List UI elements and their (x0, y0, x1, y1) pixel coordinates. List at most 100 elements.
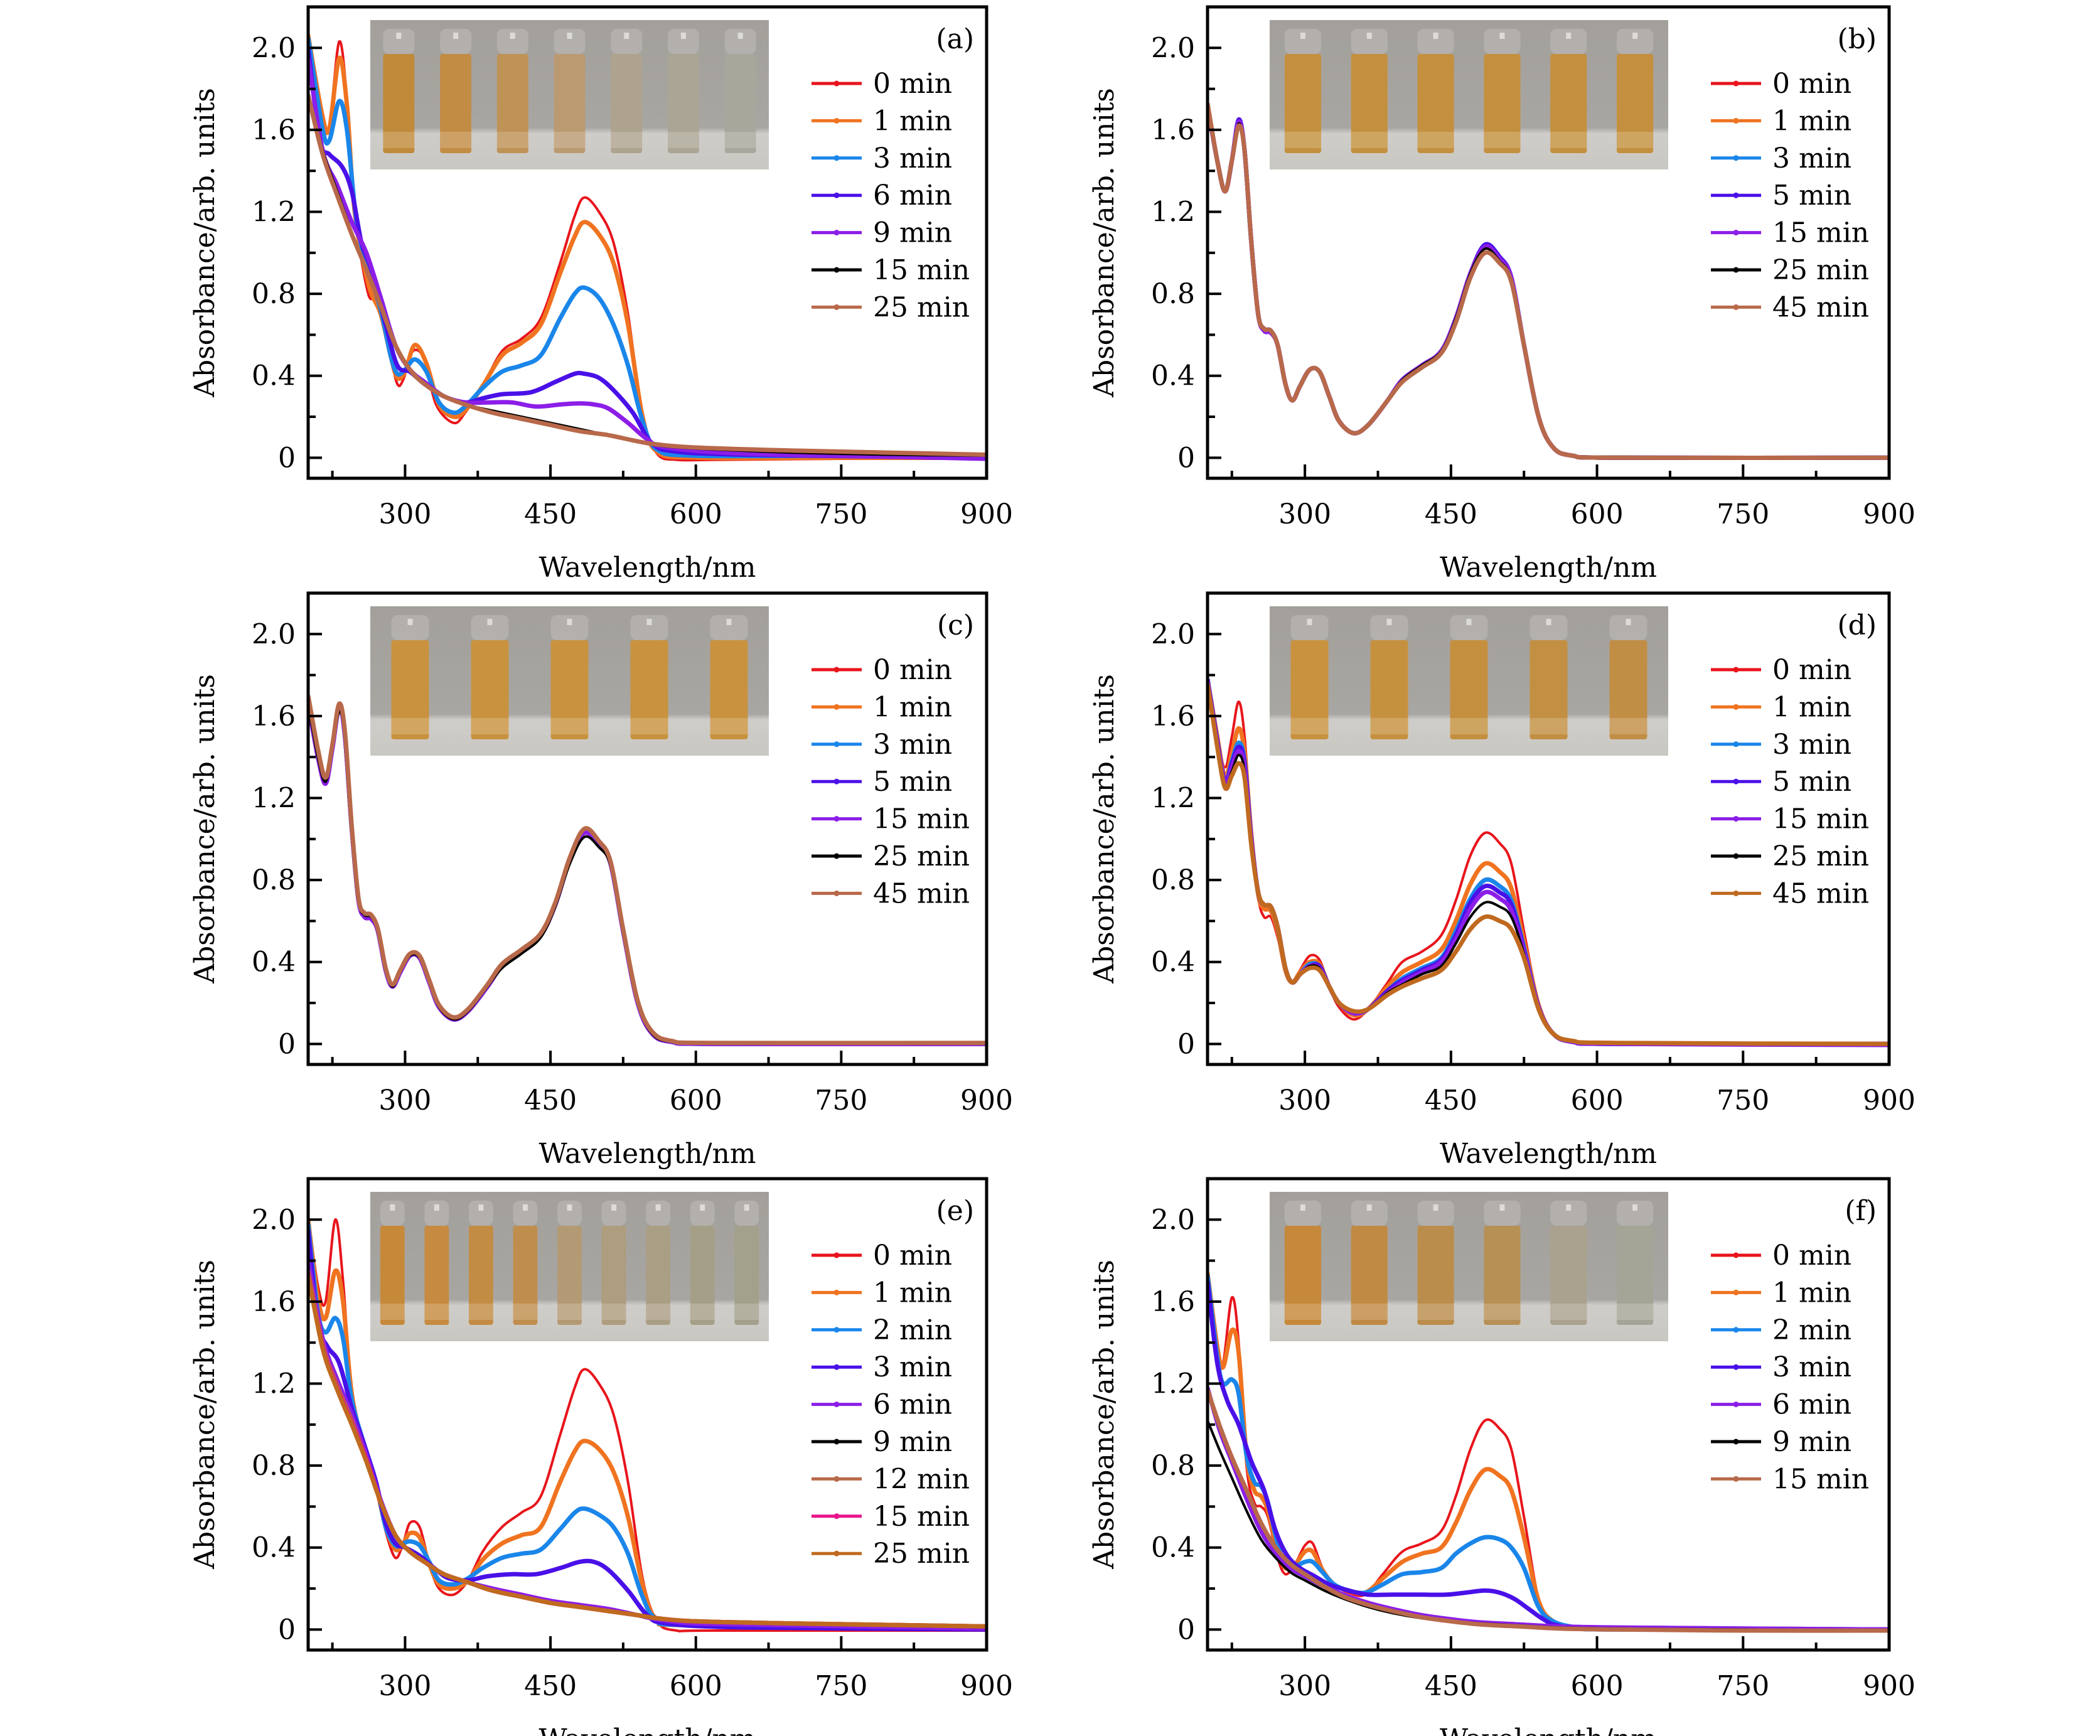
x-tick-label: 900 (1863, 1085, 1915, 1117)
panel-label: (e) (936, 1195, 974, 1227)
legend-item: 15 min (1711, 1463, 1869, 1495)
x-tick-label: 750 (815, 498, 867, 530)
legend-marker (833, 1550, 840, 1557)
y-tick-label: 1.2 (252, 1368, 296, 1400)
legend-label: 1 min (1772, 105, 1851, 137)
y-tick-label: 0 (278, 442, 296, 474)
x-tick-label: 450 (524, 1670, 577, 1702)
legend-item: 3 min (1711, 729, 1851, 761)
inset-photo (370, 20, 769, 169)
legend-label: 3 min (873, 729, 952, 761)
y-axis-title: Absorbance/arb. units (189, 88, 221, 398)
x-tick-label: 900 (1863, 498, 1915, 530)
legend-item: 2 min (812, 1314, 952, 1346)
inset-photo (1270, 20, 1668, 169)
panel-a: 300 450 600 750 900 0 0.4 0.8 1.2 1.6 2.0 Wavelengt… (189, 5, 1013, 584)
legend-item: 1 min (1711, 691, 1851, 723)
cuvette-tube (1417, 1201, 1454, 1325)
legend-marker (1733, 741, 1739, 747)
legend-label: 5 min (1772, 766, 1851, 798)
legend-marker (1733, 1252, 1739, 1258)
y-tick-label: 1.6 (252, 1286, 296, 1318)
legend-item: 45 min (1711, 291, 1869, 323)
legend-label: 2 min (873, 1314, 952, 1346)
legend-marker (833, 1252, 840, 1258)
legend-item: 0 min (1711, 1240, 1851, 1272)
legend-label: 25 min (873, 1538, 970, 1570)
legend-marker (833, 704, 840, 710)
y-tick-label: 1.6 (1151, 114, 1195, 146)
inset-background (1270, 20, 1668, 169)
y-tick-label: 1.2 (252, 196, 296, 228)
legend-marker (833, 1439, 840, 1445)
legend-label: 9 min (873, 1426, 952, 1458)
series-line-45-min (1208, 683, 1889, 1046)
inset-photo (370, 1192, 769, 1341)
cuvette-tube (724, 29, 756, 153)
x-axis-title: Wavelength/nm (1440, 1138, 1657, 1170)
y-axis-title: Absorbance/arb. units (189, 1260, 221, 1570)
cuvette-tube (1370, 615, 1408, 739)
legend-marker (833, 1513, 840, 1519)
legend: 0 min 1 min 2 min 3 min 6 min 9 min 15 min (1711, 1240, 1869, 1495)
legend-item: 0 min (1711, 68, 1851, 100)
plot-frame (1206, 5, 1891, 480)
legend-item: 25 min (1711, 840, 1869, 872)
legend-item: 12 min (812, 1463, 970, 1495)
x-axis-title: Wavelength/nm (1440, 1723, 1657, 1736)
legend-item: 5 min (1711, 766, 1851, 798)
legend-marker (1733, 192, 1739, 198)
legend-item: 15 min (1711, 217, 1869, 249)
y-axis-title: Absorbance/arb. units (1088, 1260, 1120, 1570)
cuvette-tube (1609, 615, 1647, 739)
x-tick-label: 450 (1425, 1670, 1477, 1702)
x-tick-label: 900 (1863, 1670, 1915, 1702)
legend-marker (1733, 230, 1739, 236)
cuvette-tube (630, 615, 668, 739)
y-tick-label: 0 (1177, 442, 1195, 474)
cuvette-tube (1529, 615, 1568, 739)
cuvette-tube (557, 1201, 582, 1325)
x-axis-title: Wavelength/nm (538, 1138, 756, 1170)
cuvette-tube (550, 615, 589, 739)
cuvette-tube (554, 29, 586, 153)
legend-item: 25 min (812, 1538, 970, 1570)
legend-marker (1733, 1401, 1739, 1408)
legend-marker (833, 1289, 840, 1295)
legend-label: 3 min (1772, 142, 1851, 174)
series-group (308, 1215, 987, 1633)
y-tick-label: 1.2 (1151, 783, 1195, 815)
x-tick-label: 600 (1571, 498, 1624, 530)
panel-label: (f) (1845, 1195, 1877, 1227)
panel-label: (c) (937, 609, 974, 641)
x-tick-label: 300 (378, 1670, 431, 1702)
legend-marker (1733, 80, 1739, 87)
x-tick-label: 600 (670, 1085, 722, 1117)
x-tick-label: 750 (815, 1670, 867, 1702)
y-tick-label: 0.4 (1151, 360, 1195, 392)
legend-item: 0 min (812, 1240, 952, 1272)
legend-label: 12 min (873, 1463, 970, 1495)
cuvette-tube (1550, 29, 1587, 153)
x-tick-label: 450 (1425, 498, 1477, 530)
legend-marker (833, 80, 840, 87)
legend-item: 3 min (812, 1351, 952, 1383)
y-axis-title: Absorbance/arb. units (1088, 674, 1120, 984)
cuvette-tube (424, 1201, 449, 1325)
legend-item: 9 min (812, 1426, 952, 1458)
y-tick-label: 1.6 (252, 114, 296, 146)
x-tick-label: 750 (1717, 498, 1769, 530)
cuvette-tube (1550, 1201, 1587, 1325)
cuvette-tube (710, 615, 748, 739)
plot-frame (306, 591, 988, 1066)
legend-label: 45 min (1772, 877, 1869, 909)
cuvette-tube (1351, 29, 1388, 153)
cuvette-tube (383, 29, 415, 153)
cuvette-tube (1290, 615, 1329, 739)
legend-label: 9 min (1772, 1426, 1851, 1458)
panel-label: (a) (936, 23, 974, 55)
legend-label: 15 min (1772, 803, 1869, 835)
cuvette-tube (667, 29, 699, 153)
cuvette-tube (646, 1201, 671, 1325)
x-tick-label: 750 (815, 1085, 867, 1117)
